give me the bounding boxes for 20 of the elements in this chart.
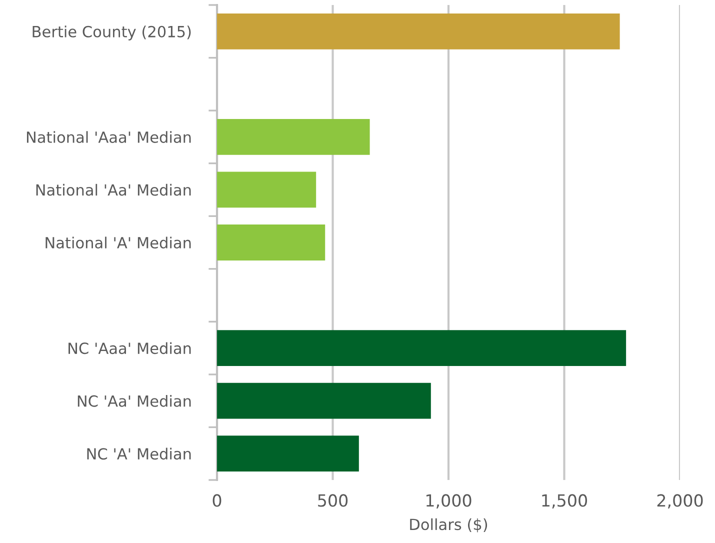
bar xyxy=(217,119,370,155)
y-tick-label: NC 'Aa' Median xyxy=(78,395,191,407)
x-tick-label: 0 xyxy=(212,494,222,507)
y-tick-label: National 'Aaa' Median xyxy=(26,131,191,143)
y-tick-label: National 'Aa' Median xyxy=(36,184,191,196)
bar xyxy=(217,13,620,50)
bar xyxy=(217,382,431,419)
bar xyxy=(217,224,326,260)
y-tick-label: National 'A' Median xyxy=(46,236,191,249)
x-tick-label: 2,000 xyxy=(657,494,703,508)
bar xyxy=(217,436,359,472)
bar xyxy=(217,330,626,366)
x-tick-label: 1,000 xyxy=(426,494,472,508)
x-tick-label: 1,500 xyxy=(542,494,587,508)
y-tick-label: NC 'Aaa' Median xyxy=(68,342,191,354)
x-tick-label: 500 xyxy=(318,494,348,507)
y-tick-label: NC 'A' Median xyxy=(87,448,191,460)
bar xyxy=(217,172,316,208)
y-tick-label: Bertie County (2015) xyxy=(32,26,191,40)
x-axis-title: Dollars ($) xyxy=(410,518,488,532)
